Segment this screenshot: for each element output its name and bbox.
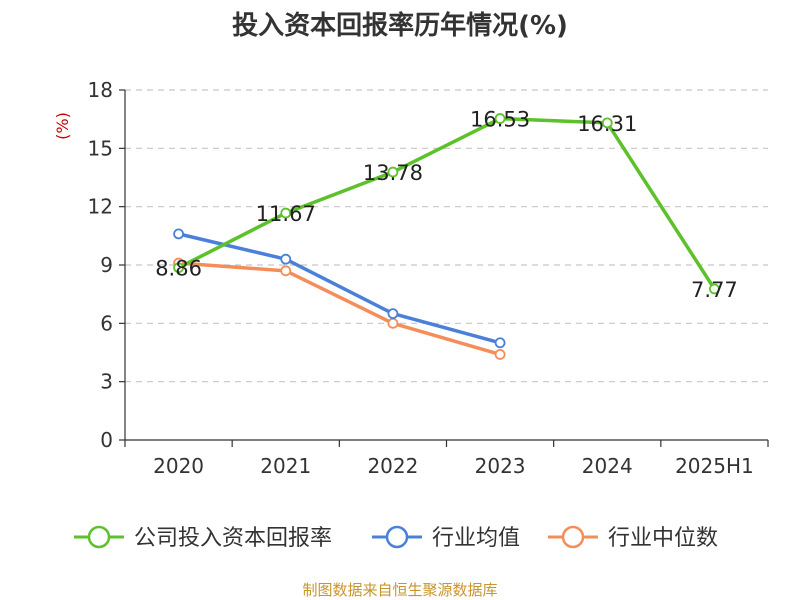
data-point	[494, 337, 506, 349]
data-label: 11.67	[256, 202, 316, 226]
data-point	[601, 117, 613, 129]
data-label: 16.31	[577, 112, 637, 136]
data-label: 16.53	[470, 108, 530, 132]
data-label: 8.86	[155, 257, 202, 281]
series-line	[178, 261, 501, 357]
series-line	[178, 232, 501, 345]
series-lines	[177, 116, 716, 357]
series-points	[173, 113, 720, 360]
data-point	[280, 265, 292, 277]
y-tick-label: 6	[100, 311, 113, 335]
data-point	[494, 113, 506, 124]
y-tick-label: 0	[100, 428, 113, 452]
legend-label: 行业中位数	[608, 526, 718, 551]
y-tick-label: 3	[100, 370, 113, 394]
y-tick-label: 18	[88, 78, 113, 102]
y-tick-label: 9	[100, 253, 113, 277]
legend-swatch-marker	[385, 525, 409, 549]
data-point	[280, 253, 292, 265]
source-note: 制图数据来自恒生聚源数据库	[302, 581, 497, 599]
data-point	[387, 317, 399, 329]
axes	[119, 89, 769, 447]
y-tick-label: 15	[88, 136, 113, 160]
data-point	[173, 262, 184, 274]
gridlines	[125, 89, 768, 383]
data-point	[280, 207, 292, 219]
x-tick-label: 2025H1	[675, 454, 754, 478]
series-line	[177, 116, 716, 290]
x-tick-label: 2020	[153, 454, 204, 478]
x-tick-label: 2023	[475, 454, 526, 478]
y-tick-labels: 0 3 6 9 12 15 18	[88, 78, 113, 452]
data-point	[387, 308, 399, 320]
y-tick-label: 12	[88, 195, 113, 219]
x-tick-label: 2021	[260, 454, 311, 478]
y-axis-label: (%)	[53, 112, 72, 140]
x-tick-labels: 2020 2021 2022 2023 2024 2025H1	[153, 454, 754, 478]
chart-title: 投入资本回报率历年情况(%)	[232, 10, 568, 41]
x-tick-label: 2024	[582, 454, 633, 478]
data-label: 13.78	[363, 161, 423, 185]
data-point	[709, 283, 720, 295]
legend-swatch-marker	[561, 525, 585, 549]
data-labels: 8.86 11.67 13.78 16.53 16.31 7.77	[155, 108, 738, 302]
legend-swatch-marker	[87, 525, 111, 549]
legend-label: 公司投入资本回报率	[134, 526, 332, 551]
data-point	[494, 349, 506, 360]
data-point	[173, 228, 184, 240]
data-point	[387, 166, 399, 178]
legend-label: 行业均值	[432, 526, 520, 551]
legend: 公司投入资本回报率 行业均值 行业中位数	[74, 525, 718, 551]
data-label: 7.77	[691, 278, 738, 302]
x-tick-label: 2022	[367, 454, 418, 478]
